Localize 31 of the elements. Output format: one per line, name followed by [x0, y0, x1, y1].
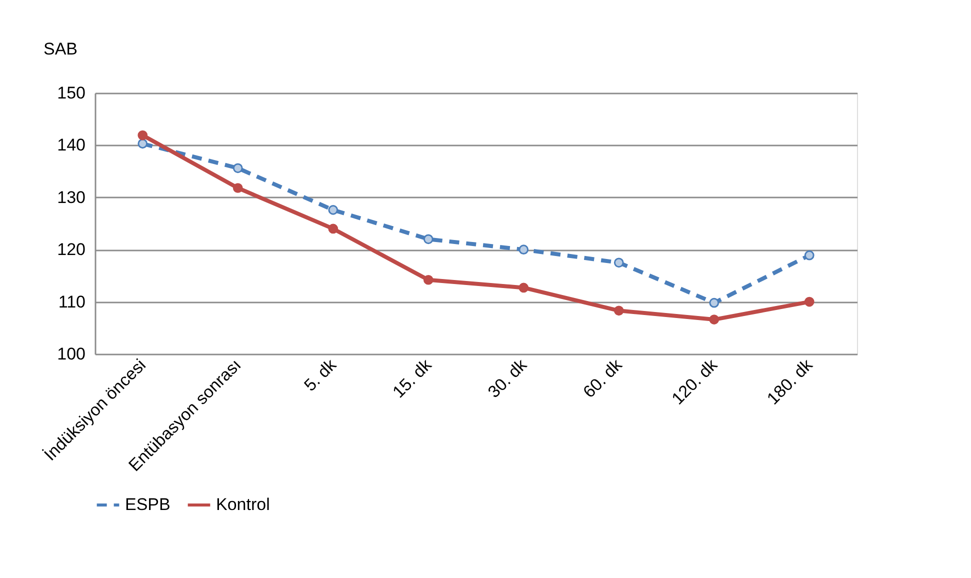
- x-tick-label: 60. dk: [580, 355, 626, 402]
- y-tick-label: 110: [58, 292, 86, 312]
- point: [804, 250, 814, 260]
- point: [518, 244, 529, 255]
- point: [232, 163, 243, 174]
- point: [614, 258, 624, 268]
- point: [232, 183, 243, 193]
- x-tick-label: 15. dk: [389, 355, 436, 402]
- point: [709, 298, 720, 308]
- point: [614, 306, 624, 316]
- point: [328, 205, 338, 215]
- x-tick-label: 30. dk: [484, 355, 531, 402]
- y-tick-label: 100: [57, 344, 86, 364]
- point: [423, 274, 434, 285]
- legend-label: ESPB: [125, 495, 170, 514]
- y-tick-label: 130: [57, 188, 86, 207]
- point: [423, 234, 434, 244]
- point: [518, 282, 529, 293]
- x-tick-label: 5. dk: [300, 355, 340, 395]
- y-tick-label: 140: [57, 136, 86, 155]
- x-tick-label: 180. dk: [763, 355, 817, 408]
- x-tick-label: 120. dk: [668, 355, 722, 408]
- point: [138, 130, 148, 140]
- legend-label: Kontrol: [216, 495, 270, 514]
- y-axis-title: SAB: [43, 40, 78, 58]
- y-tick-label: 120: [57, 240, 86, 260]
- point: [804, 296, 814, 307]
- point: [138, 138, 148, 149]
- y-tick-label: 150: [57, 84, 86, 102]
- point: [709, 314, 720, 324]
- point: [328, 224, 338, 234]
